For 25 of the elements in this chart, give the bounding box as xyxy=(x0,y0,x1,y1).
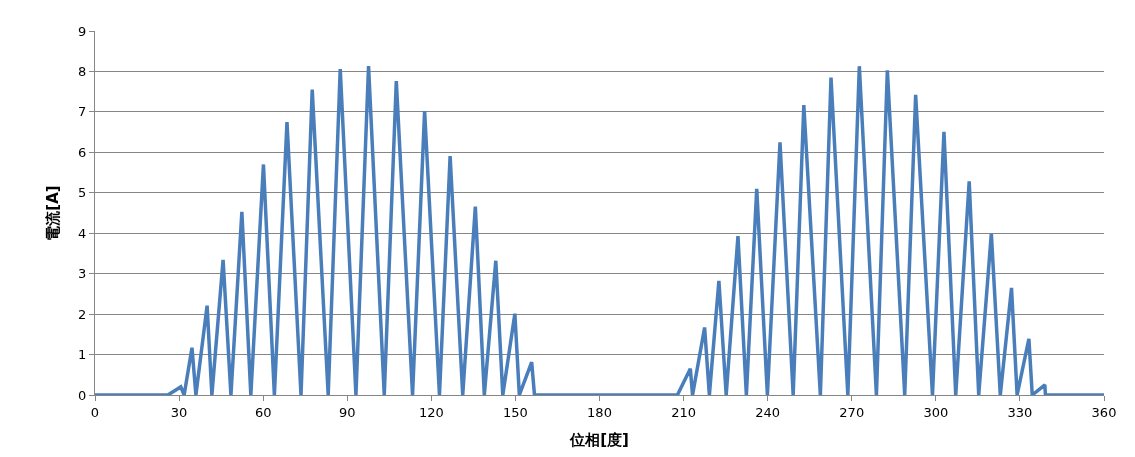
x-tick-label: 90 xyxy=(338,404,356,420)
y-tick-label: 9 xyxy=(78,23,87,39)
x-tick-label: 150 xyxy=(503,404,528,420)
x-tick-label: 360 xyxy=(1091,404,1117,420)
y-tick-label: 2 xyxy=(78,306,87,322)
x-axis-title: 位相[度] xyxy=(569,430,629,449)
x-tick-label: 270 xyxy=(839,404,865,420)
x-tick-label: 330 xyxy=(1007,404,1033,420)
x-tick-label: 210 xyxy=(671,404,696,420)
y-tick-label: 0 xyxy=(78,387,87,403)
x-tick-label: 30 xyxy=(170,404,188,420)
x-tick-label: 60 xyxy=(254,404,272,420)
y-tick-label: 7 xyxy=(78,104,87,120)
x-tick-label: 0 xyxy=(90,404,100,420)
x-tick-label: 240 xyxy=(755,404,781,420)
x-tick-label: 300 xyxy=(923,404,949,420)
y-tick-label: 3 xyxy=(78,266,87,282)
x-tick-label: 120 xyxy=(418,404,444,420)
y-tick-label: 5 xyxy=(78,185,87,201)
y-tick-label: 6 xyxy=(78,144,87,160)
y-tick-label: 8 xyxy=(78,63,87,79)
y-tick-label: 4 xyxy=(78,225,87,241)
y-tick-label: 1 xyxy=(78,347,87,363)
y-axis-title: 電流[A] xyxy=(44,185,63,241)
x-tick-label: 180 xyxy=(587,404,612,420)
